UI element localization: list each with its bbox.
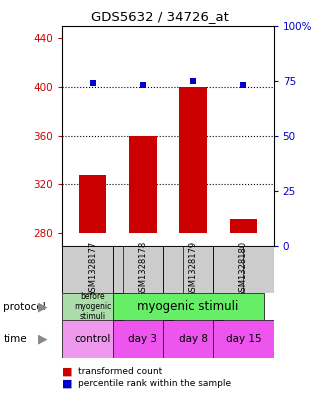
Bar (113, 320, 173, 358)
Text: before
myogenic
stimuli: before myogenic stimuli (74, 292, 111, 321)
Text: GSM1328177: GSM1328177 (88, 241, 97, 298)
Bar (129, 136, 157, 233)
Point (191, 77, 196, 84)
Point (241, 82, 246, 88)
Text: ▶: ▶ (38, 300, 48, 313)
Text: myogenic stimuli: myogenic stimuli (137, 300, 239, 313)
Bar (113, 293, 264, 320)
Bar (62, 293, 123, 320)
Text: ■: ■ (62, 378, 73, 388)
Bar (213, 320, 274, 358)
Text: day 15: day 15 (226, 334, 261, 344)
Bar (79, 175, 107, 233)
Text: GSM1328178: GSM1328178 (138, 241, 147, 298)
Bar (62, 320, 123, 358)
Text: ▶: ▶ (38, 332, 48, 345)
Point (140, 82, 145, 88)
Text: percentile rank within the sample: percentile rank within the sample (78, 379, 232, 387)
Text: control: control (74, 334, 111, 344)
Text: GSM1328180: GSM1328180 (239, 241, 248, 297)
Text: protocol: protocol (3, 301, 46, 312)
Text: transformed count: transformed count (78, 367, 163, 376)
Bar (230, 219, 257, 233)
Text: day 8: day 8 (179, 334, 208, 344)
Text: GDS5632 / 34726_at: GDS5632 / 34726_at (91, 10, 229, 23)
Bar (163, 320, 223, 358)
Point (90, 80, 95, 86)
Text: time: time (3, 334, 27, 344)
Bar (179, 87, 207, 233)
Text: ■: ■ (62, 366, 73, 376)
Text: GSM1328179: GSM1328179 (189, 241, 198, 297)
Text: day 3: day 3 (128, 334, 157, 344)
